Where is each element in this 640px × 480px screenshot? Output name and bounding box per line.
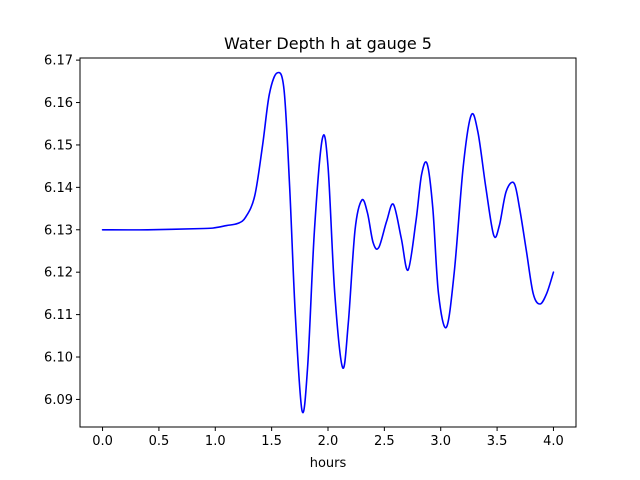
x-axis-label: hours [310, 456, 347, 471]
series-layer [101, 71, 555, 414]
y-tick-label: 6.11 [44, 308, 73, 323]
chart-title: Water Depth h at gauge 5 [224, 34, 432, 53]
x-tick-label: 0.5 [149, 434, 170, 449]
x-tick-label: 2.5 [374, 434, 395, 449]
y-axis-ticks: 6.09 6.10 6.11 6.12 6.13 6.14 6.15 6.16 6.17 [44, 54, 80, 408]
x-tick-label: 1.0 [205, 434, 226, 449]
x-tick-label: 3.5 [487, 434, 508, 449]
y-tick-label: 6.12 [44, 266, 73, 281]
y-tick-label: 6.14 [44, 181, 73, 196]
series-line-0 [101, 71, 555, 414]
y-tick-label: 6.13 [44, 223, 73, 238]
x-axis-ticks: 0.0 0.5 1.0 1.5 2.0 2.5 3.0 3.5 4.0 [92, 427, 564, 449]
x-tick-label: 0.0 [92, 434, 113, 449]
plot-area-frame [79, 57, 577, 428]
y-tick-label: 6.09 [44, 393, 73, 408]
x-tick-label: 4.0 [543, 434, 564, 449]
x-tick-label: 1.5 [261, 434, 282, 449]
y-tick-label: 6.10 [44, 351, 73, 366]
y-tick-label: 6.17 [44, 54, 73, 69]
x-tick-label: 3.0 [430, 434, 451, 449]
x-tick-label: 2.0 [318, 434, 339, 449]
y-tick-label: 6.16 [44, 96, 73, 111]
y-tick-label: 6.15 [44, 138, 73, 153]
